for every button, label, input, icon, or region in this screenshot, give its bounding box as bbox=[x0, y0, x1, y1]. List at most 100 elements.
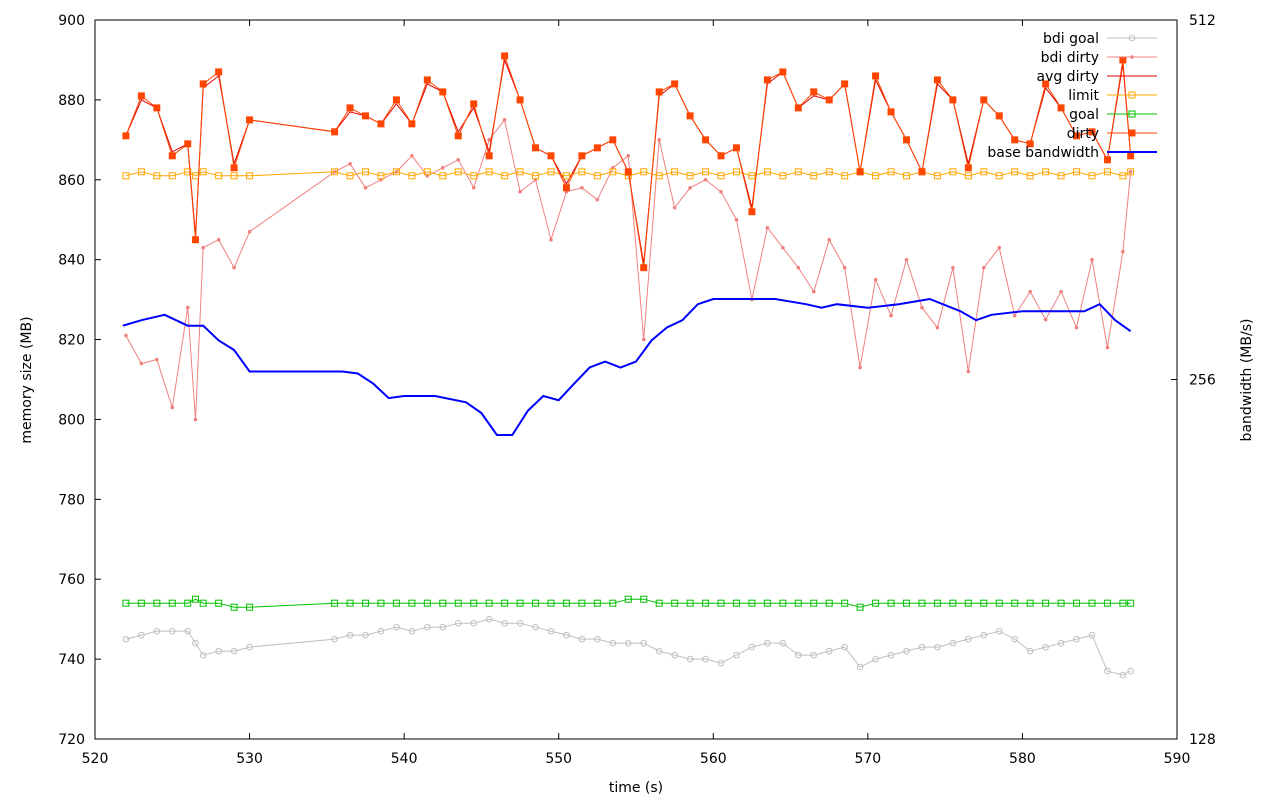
point bbox=[439, 599, 447, 607]
point bbox=[779, 639, 787, 647]
point bbox=[934, 643, 941, 651]
point bbox=[686, 655, 694, 663]
x-tick-label: 540 bbox=[391, 751, 418, 767]
point bbox=[796, 265, 801, 270]
point bbox=[516, 96, 524, 104]
point bbox=[124, 333, 128, 338]
point bbox=[392, 96, 400, 104]
point bbox=[779, 599, 787, 607]
point bbox=[887, 651, 895, 659]
legend-label: bdi dirty bbox=[1041, 50, 1099, 66]
point bbox=[609, 136, 617, 144]
point bbox=[1127, 667, 1134, 675]
point bbox=[137, 168, 145, 176]
point bbox=[393, 623, 400, 631]
point bbox=[609, 639, 617, 647]
point bbox=[562, 599, 570, 607]
point bbox=[918, 599, 926, 607]
point bbox=[1026, 140, 1034, 148]
point bbox=[1026, 599, 1034, 607]
point bbox=[1042, 643, 1049, 651]
y-axis-label: memory size (MB) bbox=[19, 316, 35, 443]
point bbox=[230, 647, 238, 655]
point bbox=[215, 172, 223, 180]
point bbox=[246, 643, 253, 651]
point bbox=[995, 112, 1003, 120]
point bbox=[1043, 317, 1048, 322]
point bbox=[933, 172, 941, 180]
point bbox=[454, 132, 462, 140]
point bbox=[686, 599, 694, 607]
x-tick-label: 570 bbox=[854, 751, 881, 767]
x-tick-label: 580 bbox=[1009, 751, 1036, 767]
point bbox=[348, 162, 352, 166]
point bbox=[873, 277, 878, 282]
point bbox=[1011, 635, 1019, 643]
point bbox=[215, 599, 223, 607]
point bbox=[532, 599, 540, 607]
point bbox=[439, 623, 447, 631]
point bbox=[408, 120, 416, 128]
y2-axis-label: bandwidth (MB/s) bbox=[1239, 319, 1255, 442]
point bbox=[640, 264, 648, 272]
point bbox=[609, 599, 617, 607]
point bbox=[717, 172, 725, 180]
point bbox=[765, 225, 770, 230]
y2-tick-label: 512 bbox=[1189, 13, 1216, 29]
point bbox=[702, 168, 710, 176]
point bbox=[1073, 132, 1081, 140]
x-tick-label: 560 bbox=[700, 751, 727, 767]
point bbox=[547, 627, 555, 635]
point bbox=[918, 643, 926, 651]
legend-marker bbox=[1128, 110, 1136, 118]
point bbox=[1059, 289, 1063, 294]
legend-marker bbox=[1128, 91, 1136, 99]
y-tick-label: 740 bbox=[58, 652, 85, 668]
point bbox=[1088, 172, 1096, 180]
point bbox=[168, 172, 176, 180]
point bbox=[230, 172, 238, 180]
point bbox=[1057, 599, 1065, 607]
point bbox=[487, 138, 491, 142]
point bbox=[980, 168, 988, 176]
y-tick-label: 800 bbox=[58, 412, 85, 428]
point bbox=[471, 185, 476, 190]
point bbox=[246, 603, 254, 611]
point bbox=[362, 631, 369, 639]
point bbox=[377, 599, 385, 607]
point bbox=[547, 599, 555, 607]
point bbox=[518, 189, 522, 194]
series-line bbox=[125, 58, 1132, 264]
point bbox=[532, 172, 540, 180]
point bbox=[1026, 647, 1034, 655]
point bbox=[1103, 599, 1111, 607]
point bbox=[346, 104, 354, 112]
point bbox=[1090, 257, 1094, 262]
point bbox=[964, 172, 972, 180]
point bbox=[1057, 104, 1065, 112]
point bbox=[191, 236, 199, 244]
point bbox=[1088, 631, 1096, 639]
point bbox=[168, 152, 176, 160]
point bbox=[362, 599, 369, 607]
point bbox=[624, 168, 632, 176]
point bbox=[1073, 599, 1081, 607]
point bbox=[856, 603, 864, 611]
point bbox=[903, 599, 910, 607]
point bbox=[1028, 289, 1032, 294]
point bbox=[933, 76, 941, 84]
point bbox=[1121, 249, 1125, 254]
point bbox=[215, 68, 223, 76]
point bbox=[686, 112, 694, 120]
point bbox=[825, 599, 833, 607]
point bbox=[247, 229, 252, 234]
point bbox=[440, 165, 445, 170]
point bbox=[1119, 172, 1127, 180]
point bbox=[949, 168, 957, 176]
point bbox=[1074, 325, 1079, 330]
point bbox=[825, 168, 833, 176]
point bbox=[470, 100, 478, 108]
point bbox=[964, 599, 972, 607]
point bbox=[966, 369, 971, 374]
point bbox=[184, 627, 192, 635]
